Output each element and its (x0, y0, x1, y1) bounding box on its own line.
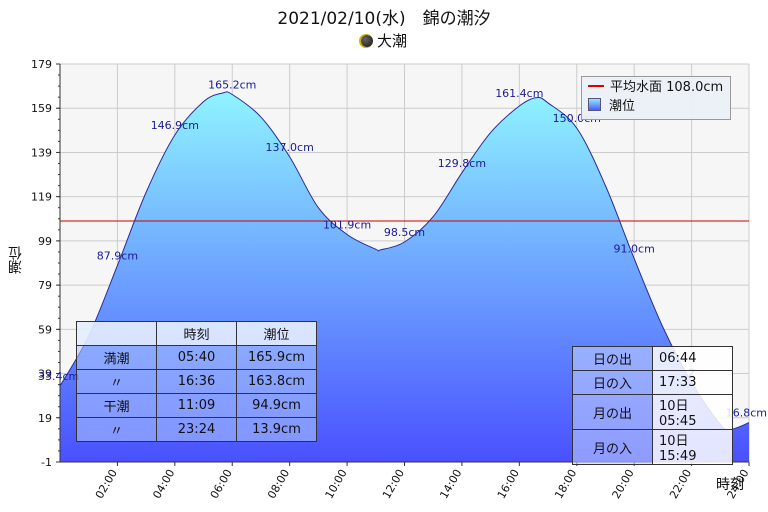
legend-line-swatch (588, 85, 604, 87)
y-ticks: -1 19 39 59 79 99 119 139 159 179 (31, 58, 60, 469)
y-tick-label: 119 (31, 191, 52, 204)
data-label: 87.9cm (97, 249, 138, 262)
legend-label-mean: 平均水面 108.0cm (610, 80, 724, 95)
table-row: 〃 23:24 13.9cm (76, 417, 317, 442)
moon-phase-icon (360, 35, 373, 47)
y-tick-label: -1 (41, 456, 52, 469)
x-tick-label: 16:00 (495, 467, 522, 501)
x-tick-label: 18:00 (552, 467, 579, 501)
sun-moon-value: 17:33 (652, 370, 733, 395)
tide-header-time: 時刻 (156, 321, 237, 346)
y-tick-label: 19 (38, 412, 52, 425)
tide-time: 05:40 (156, 345, 237, 370)
x-tick-label: 04:00 (150, 467, 177, 501)
tide-type: 干潮 (76, 393, 157, 418)
data-label: 165.2cm (208, 79, 256, 92)
data-label: 91.0cm (614, 243, 655, 256)
data-label: 101.9cm (323, 218, 371, 231)
sun-moon-table: 日の出 06:44 日の入 17:33 月の出 10日 05:45 月の入 10… (572, 346, 733, 465)
tide-table: 時刻 潮位 満潮 05:40 165.9cm 〃 16:36 163.8cm 干… (76, 321, 317, 442)
x-ticks: 02:00 04:00 06:00 08:00 10:00 12:00 14:00 16:00… (93, 462, 752, 501)
legend-item-mean: 平均水面 108.0cm (588, 79, 723, 97)
tide-header-blank (76, 321, 157, 346)
y-tick-label: 179 (31, 58, 52, 71)
y-tick-label: 59 (38, 323, 52, 336)
sun-moon-key: 日の入 (572, 370, 653, 395)
y-tick-label: 99 (38, 235, 52, 248)
legend: 平均水面 108.0cm 潮位 (581, 76, 731, 120)
tide-time: 23:24 (156, 417, 237, 442)
tide-header-level: 潮位 (236, 321, 317, 346)
tide-curve (60, 91, 749, 431)
x-tick-label: 08:00 (265, 467, 292, 501)
sun-moon-key: 日の出 (572, 346, 653, 371)
sun-moon-key: 月の入 (572, 429, 653, 465)
x-tick-label: 14:00 (437, 467, 464, 501)
sun-moon-value: 10日 15:49 (652, 429, 733, 465)
x-tick-label: 06:00 (208, 467, 235, 501)
x-tick-label: 10:00 (323, 467, 350, 501)
legend-label-tide: 潮位 (609, 99, 636, 114)
table-row: 月の出 10日 05:45 (572, 394, 733, 430)
table-row: 満潮 05:40 165.9cm (76, 345, 317, 370)
tide-level: 165.9cm (236, 345, 317, 370)
legend-item-tide: 潮位 (588, 98, 635, 116)
legend-area-swatch (588, 98, 601, 111)
data-label: 161.4cm (495, 87, 543, 100)
tide-level: 163.8cm (236, 369, 317, 394)
tide-time: 11:09 (156, 393, 237, 418)
tide-type: 〃 (76, 417, 157, 442)
table-row: 日の出 06:44 (572, 346, 733, 371)
tide-type: 〃 (76, 369, 157, 394)
data-labels: 33.4cm 87.9cm 146.9cm 165.2cm 137.0cm 101.9cm… (38, 79, 767, 420)
data-label: 16.8cm (726, 407, 767, 420)
tide-level: 13.9cm (236, 417, 317, 442)
sun-moon-value: 10日 05:45 (652, 394, 733, 430)
data-label: 137.0cm (266, 141, 314, 154)
x-axis-label: 時刻 (716, 477, 744, 493)
table-row: 月の入 10日 15:49 (572, 429, 733, 465)
table-row: 干潮 11:09 94.9cm (76, 393, 317, 418)
table-row: 〃 16:36 163.8cm (76, 369, 317, 394)
x-tick-label: 20:00 (610, 467, 637, 501)
table-row: 日の入 17:33 (572, 370, 733, 395)
data-label: 146.9cm (151, 119, 199, 132)
y-tick-label: 159 (31, 102, 52, 115)
x-tick-label: 12:00 (380, 467, 407, 501)
tide-level: 94.9cm (236, 393, 317, 418)
moon-phase: 大潮 (0, 30, 768, 51)
tide-time: 16:36 (156, 369, 237, 394)
x-tick-label: 22:00 (667, 467, 694, 501)
sun-moon-key: 月の出 (572, 394, 653, 430)
chart-title: 2021/02/10(水) 錦の潮汐 (277, 9, 491, 29)
data-label: 129.8cm (438, 157, 486, 170)
tide-table-header: 時刻 潮位 (76, 321, 317, 346)
data-label: 98.5cm (384, 226, 425, 239)
y-tick-label: 39 (38, 368, 52, 381)
sun-moon-value: 06:44 (652, 346, 733, 371)
y-axis-label: 潮位 (8, 246, 24, 274)
x-tick-label: 02:00 (93, 467, 120, 501)
tide-type: 満潮 (76, 345, 157, 370)
y-tick-label: 79 (38, 279, 52, 292)
data-label: 33.4cm (38, 370, 79, 383)
moon-phase-label: 大潮 (376, 32, 407, 50)
y-tick-label: 139 (31, 146, 52, 159)
